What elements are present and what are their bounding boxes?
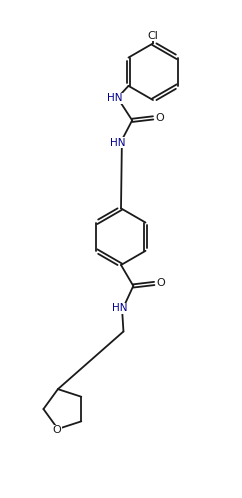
Text: HN: HN: [107, 93, 123, 103]
Text: O: O: [157, 278, 166, 288]
Text: O: O: [52, 425, 61, 435]
Text: Cl: Cl: [148, 30, 159, 40]
Text: HN: HN: [110, 137, 125, 147]
Text: O: O: [156, 113, 164, 123]
Text: HN: HN: [112, 303, 128, 313]
